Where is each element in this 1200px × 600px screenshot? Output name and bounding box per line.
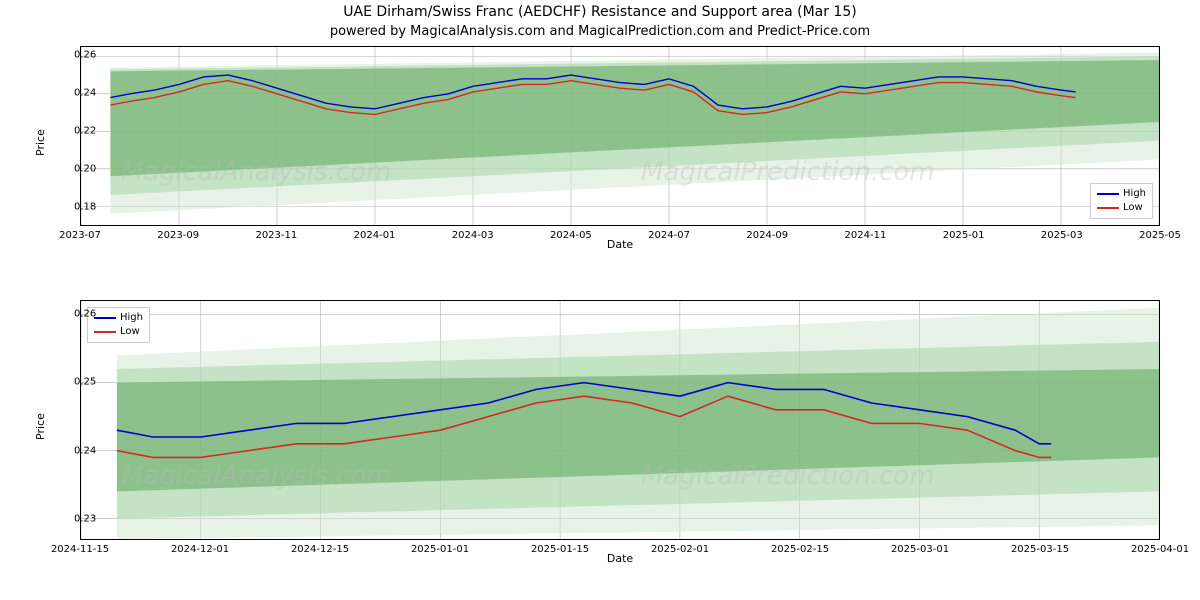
xtick-label: 2023-09 [157, 230, 199, 241]
legend-swatch-low [1097, 207, 1119, 209]
legend-bottom: High Low [87, 307, 150, 343]
legend-label-low: Low [120, 325, 140, 339]
legend-label-high: High [1123, 187, 1146, 201]
xtick-label: 2024-11 [845, 230, 887, 241]
legend-item-low: Low [1097, 201, 1146, 215]
ylabel-top: Price [34, 129, 47, 156]
xlabel-bottom: Date [607, 552, 633, 565]
xtick-label: 2025-03-01 [891, 544, 949, 555]
legend-item-high: High [94, 311, 143, 325]
xtick-label: 2024-12-01 [171, 544, 229, 555]
xtick-label: 2025-01 [943, 230, 985, 241]
xtick-label: 2025-03-15 [1011, 544, 1069, 555]
legend-label-high: High [120, 311, 143, 325]
panel-bottom: MagicalAnalysis.com MagicalPrediction.co… [80, 300, 1160, 560]
xlabel-top: Date [607, 238, 633, 251]
xtick-label: 2025-01-01 [411, 544, 469, 555]
legend-top: High Low [1090, 183, 1153, 219]
panel-top: MagicalAnalysis.com MagicalPrediction.co… [80, 46, 1160, 246]
plot-svg-bottom [81, 301, 1159, 539]
xtick-label: 2024-07 [648, 230, 690, 241]
chart-main-title: UAE Dirham/Swiss Franc (AEDCHF) Resistan… [0, 4, 1200, 20]
legend-swatch-high [1097, 193, 1119, 195]
legend-item-low: Low [94, 325, 143, 339]
xtick-label: 2023-11 [255, 230, 297, 241]
xtick-label: 2024-12-15 [291, 544, 349, 555]
xtick-label: 2024-11-15 [51, 544, 109, 555]
xtick-label: 2025-04-01 [1131, 544, 1189, 555]
xtick-label: 2025-05 [1139, 230, 1181, 241]
legend-swatch-high [94, 317, 116, 319]
xtick-label: 2024-09 [746, 230, 788, 241]
figure: UAE Dirham/Swiss Franc (AEDCHF) Resistan… [0, 0, 1200, 600]
xtick-label: 2025-03 [1041, 230, 1083, 241]
xtick-label: 2025-01-15 [531, 544, 589, 555]
plot-area-top: MagicalAnalysis.com MagicalPrediction.co… [80, 46, 1160, 226]
legend-swatch-low [94, 331, 116, 333]
xtick-label: 2025-02-15 [771, 544, 829, 555]
xtick-label: 2023-07 [59, 230, 101, 241]
xtick-label: 2024-01 [354, 230, 396, 241]
xtick-label: 2025-02-01 [651, 544, 709, 555]
xtick-label: 2024-05 [550, 230, 592, 241]
chart-sub-title: powered by MagicalAnalysis.com and Magic… [0, 24, 1200, 39]
ylabel-bottom: Price [34, 413, 47, 440]
plot-area-bottom: MagicalAnalysis.com MagicalPrediction.co… [80, 300, 1160, 540]
legend-label-low: Low [1123, 201, 1143, 215]
legend-item-high: High [1097, 187, 1146, 201]
plot-svg-top [81, 47, 1159, 225]
xtick-label: 2024-03 [452, 230, 494, 241]
